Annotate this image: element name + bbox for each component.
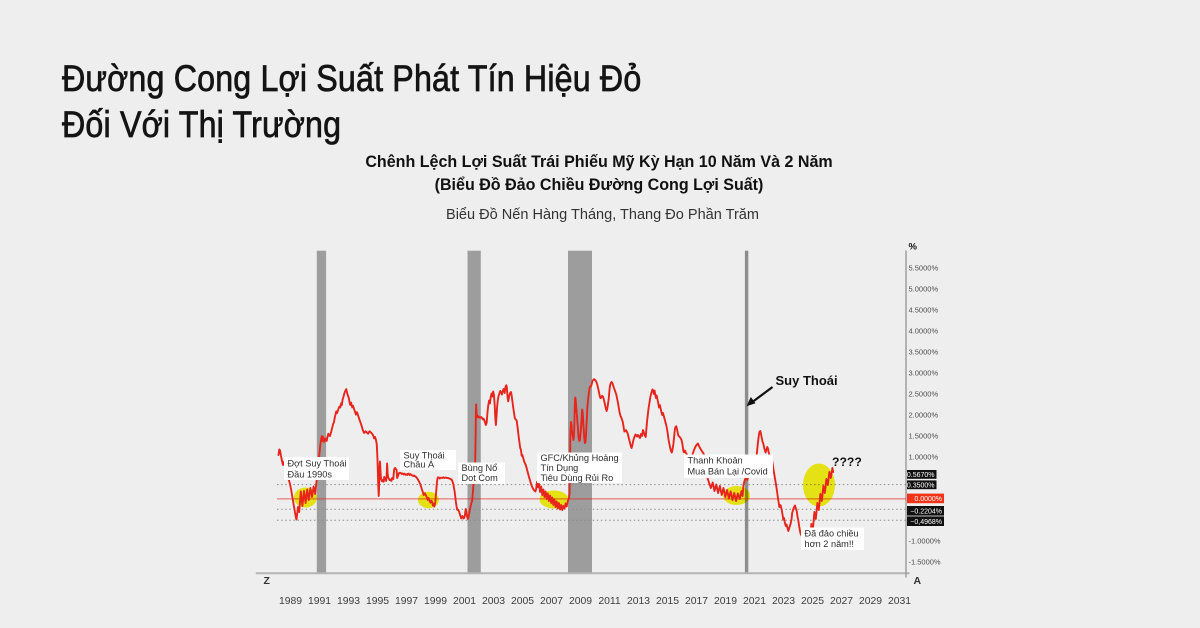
- svg-text:2023: 2023: [772, 596, 795, 607]
- svg-text:0.5670%: 0.5670%: [907, 472, 935, 479]
- svg-text:Suy Thoái: Suy Thoái: [776, 373, 838, 388]
- svg-text:−0.2204%: −0.2204%: [910, 508, 942, 515]
- svg-text:Dot Com: Dot Com: [462, 473, 499, 483]
- svg-text:Đầu 1990s: Đầu 1990s: [288, 470, 333, 480]
- svg-text:Z: Z: [264, 575, 271, 587]
- svg-text:2007: 2007: [540, 596, 563, 607]
- svg-text:Suy Thoái: Suy Thoái: [404, 451, 445, 461]
- svg-text:5.5000%: 5.5000%: [909, 263, 939, 272]
- svg-text:2031: 2031: [888, 596, 911, 607]
- svg-text:2005: 2005: [511, 596, 534, 607]
- svg-text:2027: 2027: [830, 596, 853, 607]
- svg-text:Đã đảo chiều: Đã đảo chiều: [805, 529, 859, 539]
- svg-text:2.0000%: 2.0000%: [909, 410, 939, 419]
- svg-text:1.5000%: 1.5000%: [909, 431, 939, 440]
- svg-text:1999: 1999: [424, 596, 447, 607]
- svg-text:2025: 2025: [801, 596, 824, 607]
- svg-text:1.0000%: 1.0000%: [909, 452, 939, 461]
- svg-text:5.0000%: 5.0000%: [909, 284, 939, 293]
- svg-text:2021: 2021: [743, 596, 766, 607]
- svg-text:2011: 2011: [598, 596, 621, 607]
- svg-text:1995: 1995: [366, 596, 389, 607]
- svg-text:2015: 2015: [656, 596, 679, 607]
- svg-text:1991: 1991: [308, 596, 331, 607]
- svg-text:2017: 2017: [685, 596, 708, 607]
- svg-text:Tín Dụng: Tín Dụng: [541, 463, 579, 473]
- svg-text:Thanh Khoản: Thanh Khoản: [688, 456, 743, 466]
- svg-text:2003: 2003: [482, 596, 505, 607]
- svg-text:Mua Bán Lại /Covid: Mua Bán Lại /Covid: [688, 467, 768, 477]
- svg-text:A: A: [914, 575, 922, 587]
- svg-text:Đợt Suy Thoái: Đợt Suy Thoái: [288, 459, 347, 469]
- svg-text:%: %: [909, 242, 918, 253]
- svg-text:0.3500%: 0.3500%: [907, 482, 935, 489]
- svg-text:0.0000%: 0.0000%: [914, 496, 942, 503]
- svg-text:−0,4968%: −0,4968%: [910, 519, 942, 526]
- svg-text:3.0000%: 3.0000%: [909, 368, 939, 377]
- svg-text:Châu Á: Châu Á: [404, 460, 436, 470]
- svg-text:1993: 1993: [337, 596, 360, 607]
- svg-text:2029: 2029: [859, 596, 882, 607]
- svg-text:-1.0000%: -1.0000%: [909, 536, 941, 545]
- svg-text:2.5000%: 2.5000%: [909, 389, 939, 398]
- svg-text:2019: 2019: [714, 596, 737, 607]
- svg-text:3.5000%: 3.5000%: [909, 347, 939, 356]
- svg-text:1997: 1997: [395, 596, 418, 607]
- svg-text:4.5000%: 4.5000%: [909, 305, 939, 314]
- svg-text:hơn 2 năm!!: hơn 2 năm!!: [805, 539, 854, 549]
- svg-text:Bùng Nổ: Bùng Nổ: [462, 463, 498, 473]
- svg-text:2001: 2001: [453, 596, 476, 607]
- svg-text:4.0000%: 4.0000%: [909, 326, 939, 335]
- svg-text:-1.5000%: -1.5000%: [909, 557, 941, 566]
- svg-text:Tiêu Dùng Rủi Ro: Tiêu Dùng Rủi Ro: [541, 473, 614, 483]
- svg-text:2009: 2009: [569, 596, 592, 607]
- svg-text:????: ????: [832, 455, 862, 469]
- svg-text:2013: 2013: [627, 596, 650, 607]
- svg-text:GFC/Khủng Hoảng: GFC/Khủng Hoảng: [541, 453, 619, 463]
- svg-text:1989: 1989: [279, 596, 302, 607]
